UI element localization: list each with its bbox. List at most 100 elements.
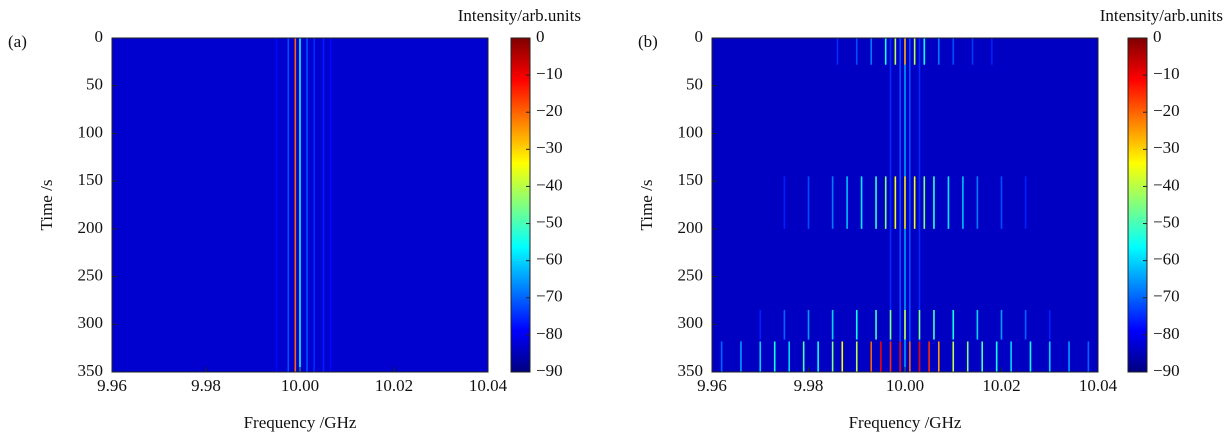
- colorbar-tick-label: −10: [536, 64, 563, 83]
- y-tick-label: 250: [678, 265, 704, 284]
- colorbar: [1127, 37, 1148, 373]
- heatmap-stripe: [995, 341, 998, 372]
- heatmap-stripe: [275, 38, 278, 372]
- colorbar-tick-label: −50: [1153, 212, 1180, 231]
- heatmap-stripe: [831, 309, 834, 340]
- heatmap-stripe: [918, 309, 921, 340]
- heatmap-stripe: [1068, 341, 1070, 372]
- heatmap-stripe: [773, 341, 776, 372]
- heatmap-stripe: [971, 38, 974, 65]
- heatmap-stripe: [788, 341, 790, 372]
- heatmap-stripe: [923, 176, 926, 229]
- heatmap-stripe: [870, 341, 873, 372]
- heatmap-stripe: [740, 341, 742, 372]
- y-tick-label: 100: [78, 122, 104, 141]
- y-tick-label: 50: [86, 75, 103, 94]
- y-tick-label: 350: [78, 361, 104, 380]
- panel-label: (a): [8, 32, 27, 51]
- heatmap-stripe: [855, 38, 858, 65]
- x-tick-label: 10.02: [982, 376, 1020, 395]
- x-tick-label: 10.04: [1079, 376, 1118, 395]
- heatmap-stripe: [846, 176, 848, 229]
- heatmap-stripe: [807, 176, 810, 229]
- heatmap-stripe: [880, 341, 882, 372]
- y-tick-label: 50: [686, 75, 703, 94]
- colorbar-tick-label: −40: [1153, 175, 1180, 194]
- x-tick-label: 10.00: [281, 376, 319, 395]
- y-tick-label: 100: [678, 122, 704, 141]
- heatmap-stripe: [952, 341, 955, 372]
- heatmap-stripe: [909, 341, 911, 372]
- heatmap-stripe: [962, 176, 964, 229]
- y-tick-label: 0: [695, 27, 704, 46]
- heatmap-stripe: [1010, 341, 1012, 372]
- heatmap-stripe: [947, 176, 950, 229]
- heatmap-stripe: [1048, 341, 1051, 372]
- panel-label: (b): [638, 32, 658, 51]
- heatmap-stripe: [860, 176, 863, 229]
- y-tick-label: 350: [678, 361, 704, 380]
- heatmap-stripe: [783, 309, 786, 340]
- colorbar-tick-label: −50: [536, 212, 563, 231]
- x-axis-label: Frequency /GHz: [244, 413, 357, 432]
- y-tick-label: 0: [95, 27, 104, 46]
- colorbar-tick-label: −70: [536, 287, 563, 306]
- heatmap-stripe: [952, 309, 955, 340]
- colorbar-tick-label: −90: [536, 361, 563, 380]
- heatmap-stripe: [855, 341, 858, 372]
- x-tick-label: 10.04: [469, 376, 508, 395]
- colorbar-tick-label: 0: [1153, 27, 1162, 46]
- x-tick-label: 10.00: [886, 376, 924, 395]
- heatmap-stripe: [899, 38, 901, 372]
- heatmap-stripe: [884, 38, 887, 65]
- y-tick-label: 200: [678, 218, 704, 237]
- heatmap-stripe: [836, 38, 839, 65]
- heatmap-stripe: [759, 309, 762, 340]
- heatmap-stripe: [1000, 309, 1003, 340]
- heatmap-stripe: [1024, 176, 1027, 229]
- heatmap-stripe: [913, 38, 916, 65]
- heatmap-stripe: [322, 38, 325, 372]
- heatmap-stripe: [1029, 341, 1032, 372]
- heatmap-stripe: [1000, 176, 1003, 229]
- x-axis-label: Frequency /GHz: [849, 413, 962, 432]
- y-tick-label: 150: [678, 170, 704, 189]
- heatmap-stripe: [841, 341, 844, 372]
- heatmap-stripe: [909, 38, 911, 372]
- heatmap-stripe: [783, 176, 786, 229]
- x-tick-label: 10.02: [375, 376, 413, 395]
- heatmap-stripe: [1087, 341, 1090, 372]
- colorbar: [510, 37, 531, 373]
- heatmap-stripe: [817, 341, 819, 372]
- heatmap-stripe: [807, 309, 810, 340]
- heatmap-stripe: [831, 176, 834, 229]
- heatmap-stripe: [991, 38, 993, 65]
- colorbar-tick-label: −30: [1153, 138, 1180, 157]
- heatmap-stripe: [306, 38, 308, 372]
- heatmap-stripe: [720, 341, 723, 372]
- y-tick-label: 150: [78, 170, 104, 189]
- colorbar-tick-label: −10: [1153, 64, 1180, 83]
- heatmap-stripe: [918, 38, 921, 372]
- heatmap-stripe: [966, 341, 969, 372]
- heatmap-stripe: [899, 341, 901, 372]
- colorbar-tick-label: −60: [1153, 250, 1180, 269]
- heatmap-stripe: [894, 38, 897, 65]
- heatmap-stripe: [976, 176, 979, 229]
- colorbar-tick-label: −30: [536, 138, 563, 157]
- heatmap-stripe: [937, 38, 940, 65]
- x-tick-label: 9.96: [697, 376, 727, 395]
- x-tick-label: 9.98: [794, 376, 824, 395]
- heatmap-stripe: [759, 341, 762, 372]
- heatmap-stripe: [287, 38, 290, 372]
- heatmap-stripe: [802, 341, 805, 372]
- colorbar-label: Intensity/arb.units: [458, 6, 581, 25]
- colorbar-tick-label: −60: [536, 250, 563, 269]
- colorbar-tick-label: −20: [536, 101, 563, 120]
- heatmap-stripe: [933, 176, 935, 229]
- heatmap-stripe: [933, 309, 935, 340]
- colorbar-label: Intensity/arb.units: [1100, 6, 1223, 25]
- heatmap-stripe: [904, 309, 906, 340]
- heatmap-stripe: [894, 176, 897, 229]
